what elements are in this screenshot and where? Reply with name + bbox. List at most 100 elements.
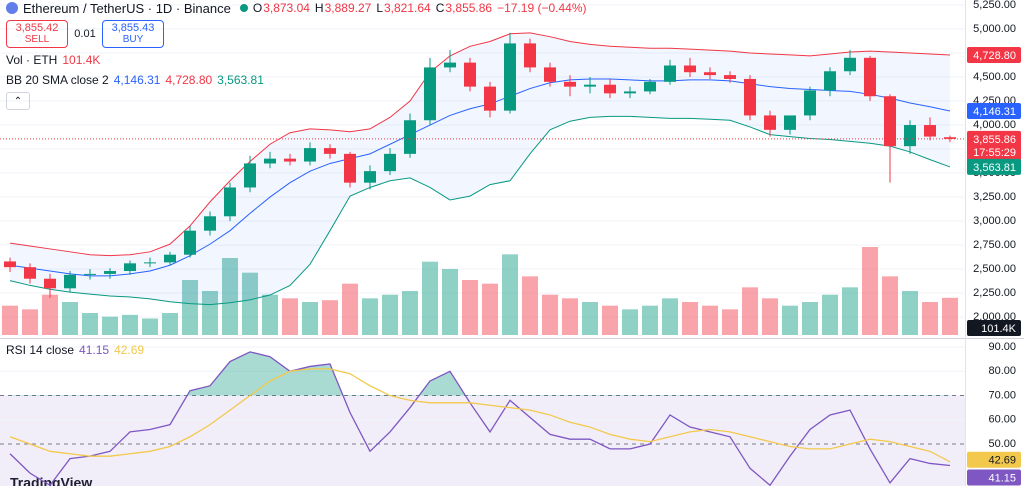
bb-line (9, 32, 951, 257)
candle-body (144, 262, 156, 264)
y-tick-label: 4,500.00 (973, 71, 1016, 83)
volume-bar (782, 305, 798, 335)
volume-bar (42, 294, 58, 335)
ohlc-value: 3,821.64 (384, 1, 431, 15)
candle-body (324, 148, 336, 154)
indicator-value: 4,146.31 (113, 73, 161, 87)
y-tick-label: 5,000.00 (973, 23, 1016, 35)
candle-body (824, 71, 836, 91)
volume-bar (22, 309, 38, 335)
buy-button[interactable]: 3,855.43 BUY (102, 20, 164, 48)
ohlc-value: 3,855.86 (445, 1, 493, 15)
candle-body (124, 263, 136, 272)
volume-bar (622, 309, 638, 335)
volume-bar (2, 305, 18, 335)
volume-bar (702, 305, 718, 335)
buy-price: 3,855.43 (111, 22, 155, 34)
ohlc-label: L (376, 1, 383, 15)
y-tick-label: 90.00 (988, 341, 1016, 353)
volume-bar (402, 291, 418, 335)
candle-body (164, 254, 176, 263)
volume-bar (82, 313, 98, 335)
y-tick-label: 60.00 (988, 414, 1016, 426)
volume-bar (742, 287, 758, 335)
y-tick-label: 50.00 (988, 438, 1016, 450)
volume-bar (242, 272, 258, 335)
volume-bar (922, 302, 938, 335)
trade-buttons: 3,855.42 SELL 0.01 3,855.43 BUY (6, 20, 164, 48)
bb-line (9, 78, 951, 277)
candle-body (664, 65, 676, 82)
volume-bar (202, 291, 218, 335)
indicator-value: 41.15 (79, 343, 110, 357)
rsi-legend: RSI 14 close 41.15 42.69 (6, 342, 144, 358)
candle-body (484, 86, 496, 111)
candle-body (844, 57, 856, 72)
price-tag-label: 4,146.31 (973, 106, 1016, 118)
volume-bar (362, 298, 378, 335)
bb-line (9, 115, 951, 306)
indicator-value: 101.4K (62, 53, 101, 67)
candle-body (744, 78, 756, 116)
indicator-name[interactable]: BB 20 SMA close 2 (6, 73, 109, 87)
candle-body (344, 153, 356, 183)
volume-bar (182, 280, 198, 335)
volume-bar (282, 298, 298, 335)
rsi-band (0, 395, 965, 486)
candle-body (544, 67, 556, 82)
candle-body (804, 90, 816, 116)
volume-bar (662, 298, 678, 335)
candle-body (464, 62, 476, 87)
candle-body (704, 72, 716, 76)
candle-body (424, 67, 436, 121)
price-tag-label: 41.15 (988, 472, 1016, 484)
volume-bar (222, 258, 238, 335)
candle-body (384, 153, 396, 172)
volume-bar (262, 294, 278, 335)
price-tag-label: 3,563.81 (973, 162, 1016, 174)
candle-body (924, 125, 936, 137)
volume-bar (722, 309, 738, 335)
volume-legend: Vol · ETH 101.4K (6, 52, 100, 68)
volume-bar (482, 283, 498, 335)
volume-bar (762, 298, 778, 335)
indicator-value: 3,563.81 (217, 73, 264, 87)
price-tag-label: 42.69 (988, 455, 1016, 467)
volume-bar (422, 261, 438, 335)
candle-body (584, 84, 596, 87)
ohlc-label: O (252, 1, 263, 15)
volume-bar (822, 294, 838, 335)
status-dot (239, 4, 248, 12)
collapse-button[interactable]: ⌃ (6, 92, 30, 110)
volume-bar (862, 247, 878, 335)
volume-bar (442, 269, 458, 335)
volume-bar (502, 254, 518, 335)
candle-body (404, 120, 416, 154)
candle-body (364, 171, 376, 183)
sell-button[interactable]: 3,855.42 SELL (6, 20, 68, 48)
indicator-name[interactable]: Vol · ETH (6, 53, 58, 67)
volume-bar (882, 276, 898, 335)
bb-fill (10, 32, 950, 305)
ohlc-value: 3,873.04 (263, 1, 310, 15)
candle-body (564, 81, 576, 87)
symbol[interactable]: Ethereum / TetherUS · 1D · Binance (23, 0, 231, 16)
volume-bar (62, 302, 78, 335)
volume-bar (902, 291, 918, 335)
volume-bar (582, 302, 598, 335)
indicator-value: 4,728.80 (165, 73, 213, 87)
candle-body (904, 125, 916, 147)
price-tag (967, 469, 1021, 486)
sell-price: 3,855.42 (15, 22, 59, 34)
ohlc-label: C (435, 1, 445, 15)
indicator-name[interactable]: RSI 14 close (6, 343, 75, 357)
price-tag (967, 158, 1021, 175)
candle-body (524, 43, 536, 68)
price-tag-label: 3,855.86 (973, 134, 1016, 146)
y-tick-label: 70.00 (988, 389, 1016, 401)
price-tag-label: 101.4K (981, 323, 1017, 335)
indicator-value: 42.69 (114, 343, 145, 357)
ohlc-label: H (314, 1, 324, 15)
